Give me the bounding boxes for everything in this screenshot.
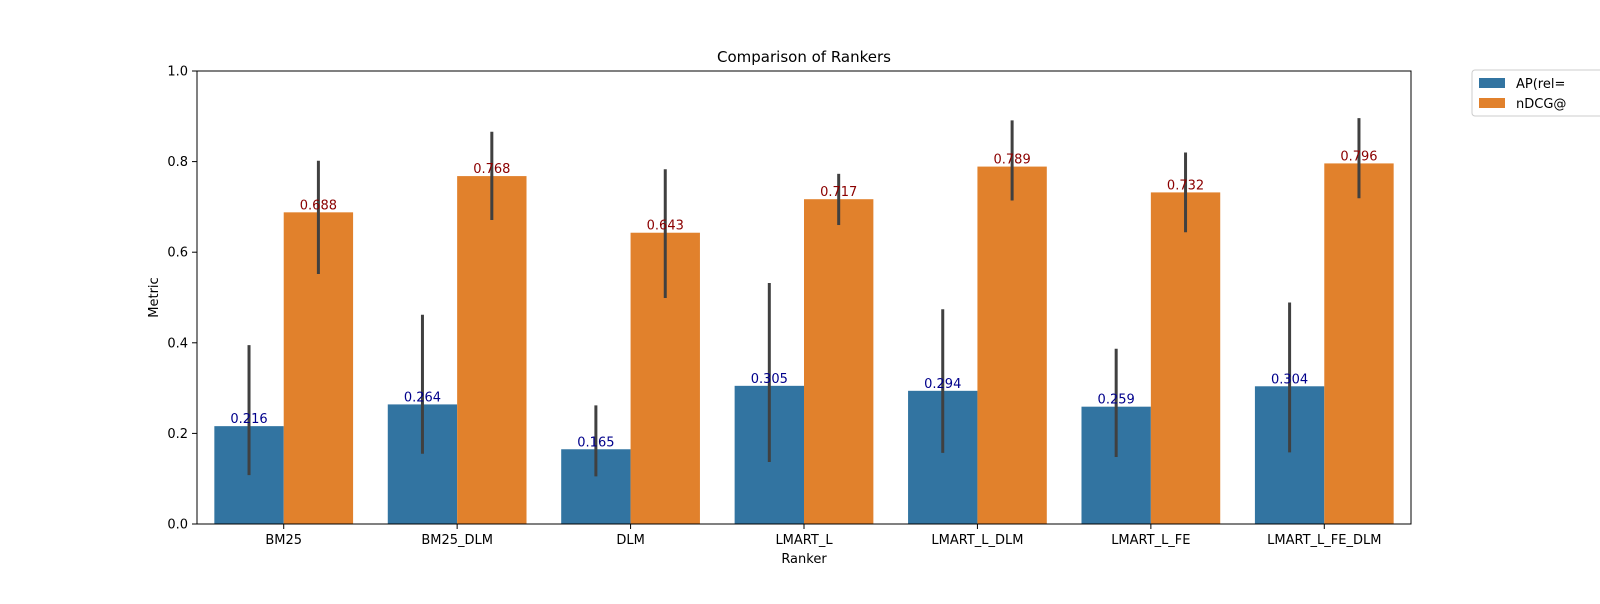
data-label: 0.789 [994,153,1031,168]
data-labels-layer: 0.216 0.264 0.165 0.305 0.294 0.259 0.304 0.688… [230,149,1377,450]
x-axis: BM25 BM25_DLM DLM LMART_L LMART_L_DLM LMART_L… [265,524,1381,548]
x-tick-label: BM25_DLM [421,533,493,548]
x-tick-label: LMART_L_FE_DLM [1267,533,1381,548]
legend-label: nDCG@ [1516,97,1566,112]
y-tick-label: 0.4 [167,336,188,351]
data-label: 0.717 [820,185,857,200]
x-tick-label: LMART_L_DLM [931,533,1023,548]
error-bars-layer [247,118,1361,477]
bar-ndcg-lmart_l_fe_dlm [1324,163,1394,525]
data-label: 0.305 [751,372,788,387]
legend-swatch [1479,78,1505,88]
y-tick-label: 0.8 [167,155,188,170]
data-label: 0.688 [300,198,337,213]
bar-ndcg-lmart_l_fe [1150,192,1221,525]
legend-label: AP(rel= [1516,77,1565,92]
data-label: 0.294 [924,377,961,392]
legend-swatch [1479,98,1505,108]
bar-ndcg-lmart_l [804,199,874,524]
data-label: 0.768 [473,162,510,177]
data-label: 0.304 [1271,372,1308,387]
legend: AP(rel= nDCG@ [1471,69,1600,117]
data-label: 0.264 [404,390,441,405]
bar-ndcg-bm25_dlm [457,176,527,524]
y-tick-label: 0.0 [167,518,188,533]
y-tick-label: 0.6 [167,246,188,261]
data-label: 0.732 [1167,178,1204,193]
x-tick-label: DLM [616,533,644,548]
x-tick-label: BM25 [265,533,302,548]
chart-title: Comparison of Rankers [717,48,891,66]
y-axis: 0.0 0.2 0.4 0.6 0.8 1.0 [167,65,197,533]
bar-ndcg-lmart_l_dlm [977,166,1047,524]
data-label: 0.216 [230,412,267,427]
y-tick-label: 1.0 [167,65,188,80]
data-label: 0.796 [1340,149,1377,164]
y-axis-label: Metric [147,277,162,317]
x-tick-label: LMART_L [775,533,833,548]
data-label: 0.165 [577,435,614,450]
x-axis-label: Ranker [781,552,827,567]
data-label: 0.643 [647,219,684,234]
x-tick-label: LMART_L_FE [1111,533,1190,548]
bars-layer [214,163,1394,525]
y-tick-label: 0.2 [167,427,188,442]
data-label: 0.259 [1098,393,1135,408]
